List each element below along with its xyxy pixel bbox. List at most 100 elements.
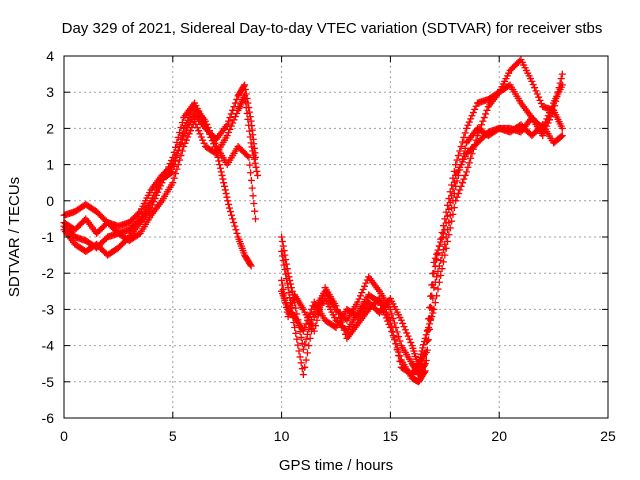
data-point — [293, 335, 301, 343]
data-point — [456, 147, 464, 155]
data-point — [314, 311, 322, 319]
data-point — [422, 331, 430, 339]
data-point — [241, 92, 249, 100]
data-point — [317, 300, 325, 308]
data-point — [200, 139, 208, 147]
y-tick-label: 0 — [46, 193, 54, 209]
data-point — [250, 200, 258, 208]
data-point — [332, 302, 340, 310]
data-point — [220, 179, 228, 187]
data-point — [427, 316, 435, 324]
data-point — [174, 161, 182, 169]
data-point — [546, 109, 554, 117]
data-point — [433, 250, 441, 258]
data-point — [252, 163, 260, 171]
data-point — [434, 246, 442, 254]
y-tick-label: 4 — [46, 48, 54, 64]
data-point — [339, 322, 347, 330]
data-point — [442, 244, 450, 252]
data-point — [299, 345, 307, 353]
data-point — [539, 132, 547, 140]
data-point — [204, 123, 212, 131]
data-point — [483, 106, 491, 114]
data-point — [215, 157, 223, 165]
data-point — [172, 157, 180, 165]
data-point — [479, 117, 487, 125]
data-point — [178, 130, 186, 138]
data-point — [426, 304, 434, 312]
data-point — [434, 267, 442, 275]
data-point — [173, 152, 181, 160]
data-point — [180, 143, 188, 150]
data-point — [282, 299, 290, 307]
data-point — [208, 133, 216, 141]
data-point — [292, 329, 300, 337]
data-point — [217, 168, 225, 176]
data-point — [251, 159, 259, 167]
data-point — [386, 316, 394, 324]
data-point — [463, 168, 471, 176]
data-point — [207, 130, 215, 138]
data-point — [429, 309, 437, 317]
data-point — [445, 231, 453, 239]
data-point — [170, 174, 178, 182]
data-point — [291, 324, 299, 331]
data-point — [223, 132, 231, 140]
data-point — [448, 192, 456, 200]
x-tick-label: 20 — [491, 428, 507, 444]
data-point — [247, 139, 255, 147]
data-point — [442, 219, 450, 227]
data-point — [282, 270, 290, 278]
data-point — [449, 185, 457, 193]
data-point — [284, 284, 292, 292]
data-point — [281, 266, 289, 274]
y-tick-label: -5 — [42, 374, 55, 390]
data-point — [429, 270, 437, 278]
data-point — [548, 102, 556, 110]
data-point — [544, 112, 552, 120]
data-point — [476, 124, 484, 132]
data-point — [423, 327, 431, 335]
data-point — [170, 162, 178, 170]
data-point — [230, 219, 238, 227]
data-point — [435, 278, 443, 286]
data-point — [222, 190, 230, 198]
data-point — [444, 212, 452, 220]
data-point — [453, 193, 461, 201]
data-point — [195, 127, 203, 135]
data-point — [433, 273, 441, 281]
data-point — [223, 121, 231, 129]
data-point — [475, 128, 483, 136]
data-point — [294, 341, 302, 349]
data-point — [218, 171, 226, 179]
series-track-g — [278, 121, 566, 371]
data-point — [279, 257, 287, 265]
data-point — [430, 305, 438, 313]
data-point — [231, 99, 239, 107]
data-point — [203, 120, 211, 128]
data-point — [247, 176, 255, 184]
data-point — [299, 327, 307, 335]
data-point — [400, 323, 408, 331]
data-point — [297, 359, 305, 367]
data-point — [197, 133, 205, 141]
chart-title: Day 329 of 2021, Sidereal Day-to-day VTE… — [62, 20, 603, 37]
x-tick-label: 10 — [274, 428, 290, 444]
data-point — [302, 356, 310, 364]
series-track-h — [278, 81, 566, 379]
data-point — [282, 304, 290, 312]
data-point — [201, 117, 209, 125]
data-point — [536, 96, 544, 104]
data-point — [450, 204, 458, 212]
data-point — [457, 143, 465, 150]
data-point — [225, 117, 233, 125]
data-point — [232, 226, 240, 234]
data-point — [482, 110, 490, 118]
data-point — [458, 179, 466, 187]
data-point — [337, 318, 345, 326]
data-point — [450, 178, 458, 186]
data-point — [543, 115, 551, 123]
data-point — [415, 360, 423, 368]
x-axis-title: GPS time / hours — [279, 457, 393, 474]
data-point — [305, 342, 313, 350]
